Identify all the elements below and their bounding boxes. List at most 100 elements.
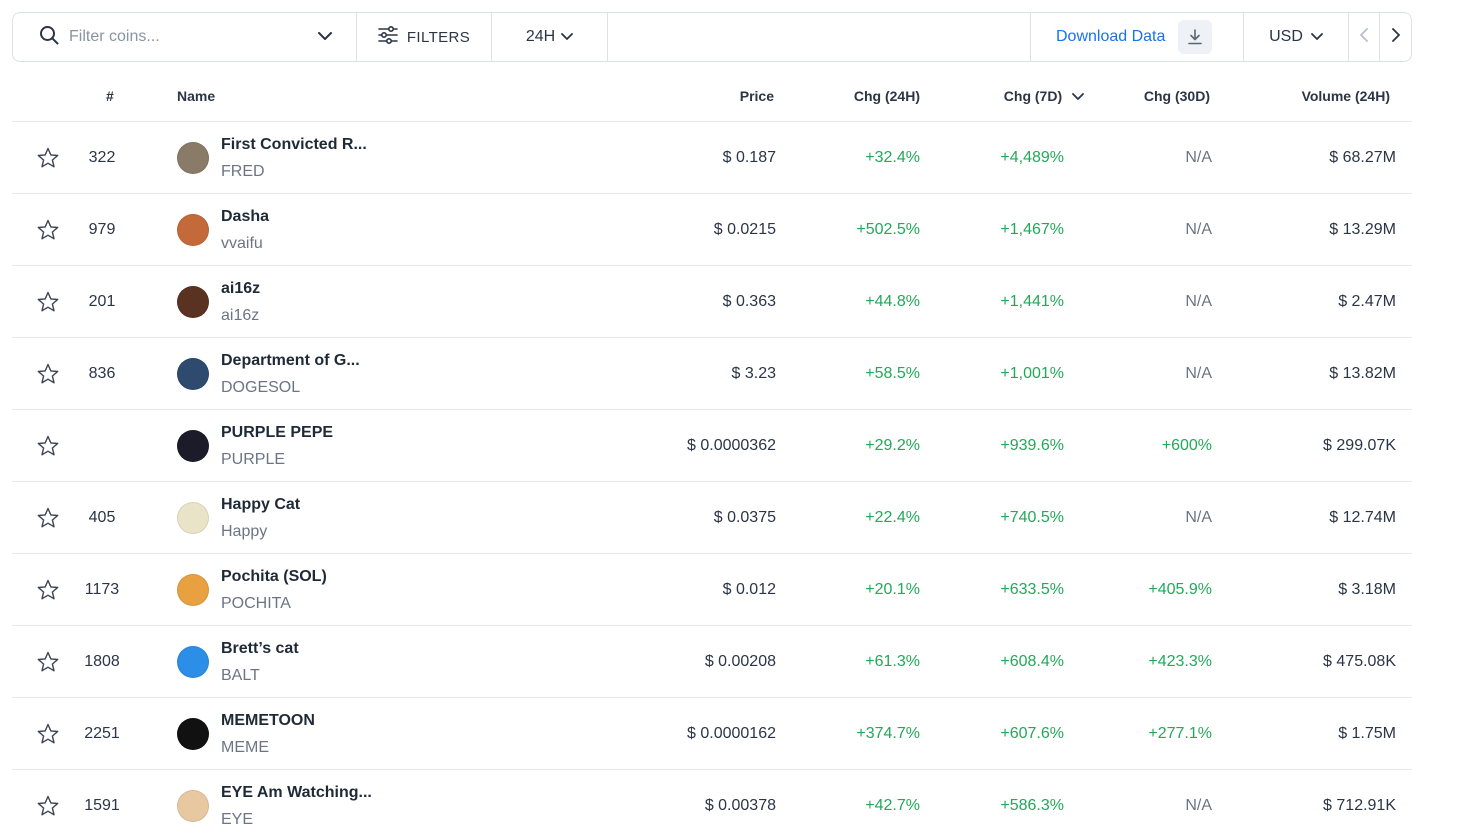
download-icon xyxy=(1178,20,1213,54)
coin-chg-30d: +600% xyxy=(1161,437,1212,454)
coin-volume: $ 12.74M xyxy=(1329,509,1396,526)
coin-chg-24h: +44.8% xyxy=(865,293,920,310)
coin-rank: 405 xyxy=(88,509,116,526)
coin-chg-30d: N/A xyxy=(1185,149,1212,166)
favorite-star-icon[interactable] xyxy=(36,338,60,410)
coin-name[interactable]: Pochita (SOL) xyxy=(221,567,327,585)
coin-symbol: EYE xyxy=(221,810,254,828)
table-row[interactable]: 1591 EYE Am Watching... EYE $ 0.00378 +4… xyxy=(12,770,1412,834)
prev-page-button[interactable] xyxy=(1349,13,1380,61)
header-price[interactable]: Price xyxy=(739,88,774,104)
coin-chg-24h: +61.3% xyxy=(865,653,920,670)
coin-chg-30d: N/A xyxy=(1185,509,1212,526)
favorite-star-icon[interactable] xyxy=(36,410,60,482)
coin-logo xyxy=(177,358,209,390)
coin-logo xyxy=(177,574,209,606)
table-row[interactable]: 201 ai16z ai16z $ 0.363 +44.8% +1,441% N… xyxy=(12,266,1412,338)
coin-name[interactable]: Department of G... xyxy=(221,351,360,369)
coin-chg-24h: +20.1% xyxy=(865,581,920,598)
coin-name-cell[interactable]: Dasha vvaifu xyxy=(177,194,577,266)
chevron-down-icon xyxy=(1303,28,1323,46)
coin-symbol: Happy xyxy=(221,522,268,540)
search-input[interactable]: Filter coins... xyxy=(69,28,160,45)
header-chg-24h[interactable]: Chg (24H) xyxy=(853,88,920,104)
favorite-star-icon[interactable] xyxy=(36,266,60,338)
favorite-star-icon[interactable] xyxy=(36,698,60,770)
chevron-down-icon[interactable] xyxy=(318,28,332,46)
favorite-star-icon[interactable] xyxy=(36,554,60,626)
sort-desc-icon xyxy=(1072,93,1084,100)
coin-logo xyxy=(177,718,209,750)
coin-price: $ 0.00378 xyxy=(704,797,776,814)
chevron-left-icon xyxy=(1360,27,1368,47)
coin-name[interactable]: ai16z xyxy=(221,279,261,297)
coin-logo xyxy=(177,646,209,678)
favorite-star-icon[interactable] xyxy=(36,122,60,194)
coin-name-cell[interactable]: Brett’s cat BALT xyxy=(177,626,577,698)
coin-symbol: MEME xyxy=(221,738,269,756)
toolbar: Filter coins... FILTERS 24H Download Dat… xyxy=(12,12,1412,62)
coin-rank: 1808 xyxy=(84,653,120,670)
header-chg-30d[interactable]: Chg (30D) xyxy=(1143,88,1210,104)
favorite-star-icon[interactable] xyxy=(36,482,60,554)
coin-rank: 1591 xyxy=(84,797,120,814)
table-row[interactable]: 1808 Brett’s cat BALT $ 0.00208 +61.3% +… xyxy=(12,626,1412,698)
header-chg-7d[interactable]: Chg (7D) xyxy=(1004,88,1084,104)
chevron-right-icon xyxy=(1391,27,1400,47)
filters-button[interactable]: FILTERS xyxy=(357,13,492,61)
coin-name-cell[interactable]: First Convicted R... FRED xyxy=(177,122,577,194)
period-select[interactable]: 24H xyxy=(492,13,608,61)
coin-chg-24h: +42.7% xyxy=(865,797,920,814)
table-row[interactable]: 322 First Convicted R... FRED $ 0.187 +3… xyxy=(12,122,1412,194)
coin-name[interactable]: EYE Am Watching... xyxy=(221,783,372,801)
coin-name[interactable]: MEMETOON xyxy=(221,711,315,729)
coin-logo xyxy=(177,430,209,462)
favorite-star-icon[interactable] xyxy=(36,770,60,834)
download-data-button[interactable]: Download Data xyxy=(1031,13,1244,61)
coin-chg-30d: N/A xyxy=(1185,797,1212,814)
coin-name-cell[interactable]: MEMETOON MEME xyxy=(177,698,577,770)
coin-name[interactable]: Brett’s cat xyxy=(221,639,299,657)
pagination xyxy=(1349,13,1411,61)
table-row[interactable]: PURPLE PEPE PURPLE $ 0.0000362 +29.2% +9… xyxy=(12,410,1412,482)
coin-name-cell[interactable]: ai16z ai16z xyxy=(177,266,577,338)
header-rank[interactable]: # xyxy=(106,88,114,104)
coin-name[interactable]: Happy Cat xyxy=(221,495,301,513)
coin-name-cell[interactable]: PURPLE PEPE PURPLE xyxy=(177,410,577,482)
toolbar-spacer xyxy=(608,13,1031,61)
coin-rank: 322 xyxy=(88,149,116,166)
coin-name-cell[interactable]: Pochita (SOL) POCHITA xyxy=(177,554,577,626)
table-row[interactable]: 1173 Pochita (SOL) POCHITA $ 0.012 +20.1… xyxy=(12,554,1412,626)
favorite-star-icon[interactable] xyxy=(36,626,60,698)
table-row[interactable]: 979 Dasha vvaifu $ 0.0215 +502.5% +1,467… xyxy=(12,194,1412,266)
coin-name-cell[interactable]: Department of G... DOGESOL xyxy=(177,338,577,410)
next-page-button[interactable] xyxy=(1380,13,1411,61)
filters-label: FILTERS xyxy=(406,28,471,46)
coin-name-cell[interactable]: Happy Cat Happy xyxy=(177,482,577,554)
coin-price: $ 0.0000362 xyxy=(687,437,776,454)
coin-logo xyxy=(177,214,209,246)
currency-select[interactable]: USD xyxy=(1244,13,1349,61)
coin-volume: $ 13.82M xyxy=(1329,365,1396,382)
table-row[interactable]: 836 Department of G... DOGESOL $ 3.23 +5… xyxy=(12,338,1412,410)
header-name[interactable]: Name xyxy=(177,88,216,104)
table-row[interactable]: 405 Happy Cat Happy $ 0.0375 +22.4% +740… xyxy=(12,482,1412,554)
coin-chg-7d: +1,441% xyxy=(1000,293,1064,310)
table-row[interactable]: 2251 MEMETOON MEME $ 0.0000162 +374.7% +… xyxy=(12,698,1412,770)
coin-chg-7d: +1,001% xyxy=(1000,365,1064,382)
search-field[interactable]: Filter coins... xyxy=(13,13,357,61)
coin-name[interactable]: First Convicted R... xyxy=(221,135,367,153)
coin-symbol: vvaifu xyxy=(221,234,263,252)
coin-name[interactable]: PURPLE PEPE xyxy=(221,423,334,441)
coin-rank: 1173 xyxy=(84,581,120,598)
coin-price: $ 0.363 xyxy=(722,293,776,310)
coin-chg-7d: +608.4% xyxy=(1000,653,1064,670)
header-volume[interactable]: Volume (24H) xyxy=(1301,88,1390,104)
coin-chg-30d: N/A xyxy=(1185,221,1212,238)
coin-name[interactable]: Dasha xyxy=(221,207,270,225)
coin-chg-7d: +586.3% xyxy=(1000,797,1064,814)
coin-rank: 979 xyxy=(88,221,116,238)
coin-name-cell[interactable]: EYE Am Watching... EYE xyxy=(177,770,577,834)
favorite-star-icon[interactable] xyxy=(36,194,60,266)
table-header: # Name Price Chg (24H) Chg (7D) Chg (30D… xyxy=(12,86,1412,122)
